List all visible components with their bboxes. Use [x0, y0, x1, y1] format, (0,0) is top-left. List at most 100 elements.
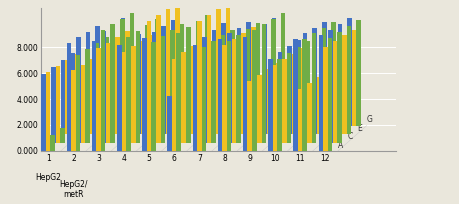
Bar — [104, 37, 109, 126]
Bar — [125, 31, 129, 126]
Bar — [200, 40, 205, 126]
Bar — [221, 23, 225, 126]
Bar — [60, 128, 64, 143]
Text: C: C — [347, 132, 352, 141]
Bar — [92, 41, 96, 151]
Bar — [246, 29, 250, 134]
Bar — [318, 35, 322, 151]
Bar — [74, 54, 79, 126]
Bar — [46, 72, 50, 151]
Bar — [236, 35, 241, 143]
Bar — [316, 77, 321, 134]
Text: HepG2/
metR: HepG2/ metR — [59, 180, 88, 199]
Bar — [111, 25, 115, 134]
Bar — [257, 75, 261, 143]
Bar — [301, 48, 305, 126]
Bar — [241, 33, 246, 134]
Bar — [61, 60, 65, 134]
Bar — [227, 33, 231, 143]
Bar — [135, 31, 140, 143]
Bar — [51, 67, 56, 143]
Bar — [129, 13, 134, 126]
Bar — [170, 30, 174, 134]
Bar — [247, 81, 252, 151]
Bar — [85, 49, 90, 143]
Bar — [151, 42, 156, 151]
Bar — [201, 47, 206, 151]
Bar — [205, 15, 209, 126]
Bar — [332, 41, 336, 143]
Bar — [172, 59, 176, 151]
Bar — [305, 41, 310, 126]
Text: G: G — [366, 115, 372, 124]
Bar — [311, 33, 316, 143]
Bar — [67, 43, 71, 151]
Bar — [211, 30, 216, 134]
Bar — [79, 114, 84, 126]
Bar — [291, 54, 296, 134]
Bar — [76, 37, 80, 143]
Bar — [50, 135, 55, 151]
Text: HepG2: HepG2 — [35, 173, 61, 182]
Bar — [146, 28, 150, 126]
Bar — [71, 70, 75, 151]
Bar — [211, 41, 215, 143]
Bar — [341, 35, 346, 134]
Bar — [100, 53, 104, 126]
Bar — [117, 44, 121, 151]
Bar — [277, 59, 281, 151]
Bar — [80, 65, 85, 143]
Bar — [351, 30, 356, 126]
Bar — [268, 59, 272, 151]
Bar — [296, 47, 300, 134]
Bar — [230, 30, 235, 126]
Bar — [145, 25, 149, 134]
Bar — [101, 31, 106, 143]
Bar — [161, 26, 166, 134]
Bar — [142, 38, 146, 151]
Bar — [236, 28, 241, 134]
Bar — [322, 47, 327, 151]
Bar — [326, 71, 330, 126]
Bar — [161, 36, 165, 143]
Bar — [280, 13, 285, 126]
Bar — [302, 33, 307, 143]
Bar — [106, 43, 110, 143]
Bar — [226, 41, 231, 151]
Bar — [190, 46, 195, 134]
Bar — [286, 53, 291, 143]
Bar — [202, 37, 206, 143]
Bar — [275, 63, 280, 126]
Bar — [312, 28, 316, 134]
Bar — [242, 37, 247, 151]
Bar — [126, 37, 130, 151]
Bar — [196, 76, 200, 126]
Bar — [321, 28, 325, 134]
Bar — [347, 18, 351, 126]
Bar — [222, 44, 226, 151]
Bar — [136, 34, 140, 134]
Bar — [41, 74, 46, 151]
Bar — [185, 27, 190, 143]
Bar — [69, 121, 74, 134]
Bar — [176, 33, 180, 151]
Bar — [167, 96, 172, 151]
Bar — [101, 30, 105, 151]
Bar — [131, 47, 135, 143]
Bar — [297, 89, 302, 151]
Bar — [95, 26, 100, 126]
Bar — [186, 83, 190, 134]
Bar — [261, 24, 266, 143]
Bar — [270, 19, 275, 134]
Text: E: E — [357, 124, 361, 133]
Bar — [126, 40, 131, 143]
Bar — [255, 23, 259, 126]
Bar — [70, 53, 74, 126]
Bar — [195, 21, 200, 134]
Bar — [179, 24, 184, 126]
Bar — [252, 30, 256, 151]
Bar — [346, 26, 351, 134]
Bar — [140, 41, 145, 134]
Bar — [85, 32, 90, 134]
Bar — [336, 32, 341, 143]
